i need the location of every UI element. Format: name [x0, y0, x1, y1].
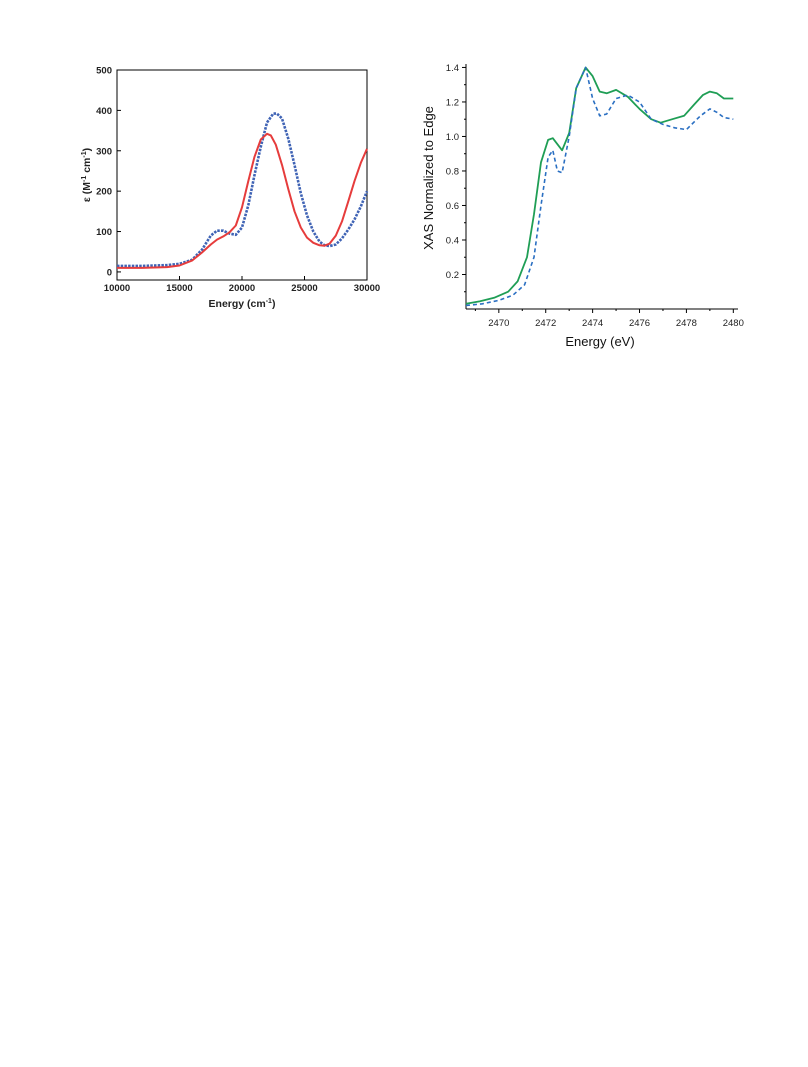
x-axis-title: Energy (eV): [565, 334, 634, 349]
y-axis-title: ε (M-1 cm-1): [81, 148, 93, 202]
x-tick-label: 25000: [291, 283, 317, 294]
chart-xas-spectrum: 2470 2472 2474 2476 2478 2480 0.2 0.4 0.6 0.8 1.0 1…: [421, 63, 744, 349]
series-line-1: [465, 66, 734, 305]
x-tick-label: 30000: [354, 283, 380, 294]
y-tick-label: 1.2: [446, 97, 459, 108]
x-tick-label: 2480: [723, 318, 744, 329]
y-tick-label: 200: [96, 187, 112, 198]
x-tick-label: 2476: [629, 318, 650, 329]
y-axis-title: XAS Normalized to Edge: [421, 106, 436, 250]
y-tick-label: 0.4: [446, 235, 459, 246]
y-tick-label: 1.0: [446, 132, 459, 143]
series-line-2: [465, 66, 734, 307]
y-tick-label: 0.8: [446, 166, 459, 177]
x-tick-label: 2472: [535, 318, 556, 329]
series-line-2: [117, 132, 368, 269]
y-tick-label: 300: [96, 146, 112, 157]
tick-marks: [462, 66, 734, 313]
y-tick-label: 0: [107, 267, 112, 278]
y-tick-label: 100: [96, 227, 112, 238]
tick-labels: 10000 15000 20000 25000 30000 0 100 200 300 400 50…: [96, 66, 380, 295]
x-tick-label: 20000: [229, 283, 255, 294]
y-tick-label: 500: [96, 66, 112, 77]
y-tick-label: 1.4: [446, 63, 459, 74]
plot-frame: [116, 69, 368, 281]
x-tick-label: 15000: [166, 283, 192, 294]
series-lines: [117, 112, 369, 269]
x-tick-label: 10000: [104, 283, 130, 294]
tick-marks: [116, 69, 368, 280]
x-tick-label: 2474: [582, 318, 603, 329]
y-tick-label: 0.6: [446, 201, 459, 212]
y-tick-label: 400: [96, 106, 112, 117]
tick-labels: 2470 2472 2474 2476 2478 2480 0.2 0.4 0.6 0.8 1.0 1…: [446, 63, 744, 329]
x-axis-title: Energy (cm-1): [209, 298, 276, 310]
y-tick-label: 0.2: [446, 270, 459, 281]
x-tick-label: 2478: [676, 318, 697, 329]
chart-absorption-spectrum: 10000 15000 20000 25000 30000 0 100 200 300 400 50…: [81, 66, 380, 311]
series-lines: [465, 66, 734, 307]
x-tick-label: 2470: [488, 318, 509, 329]
